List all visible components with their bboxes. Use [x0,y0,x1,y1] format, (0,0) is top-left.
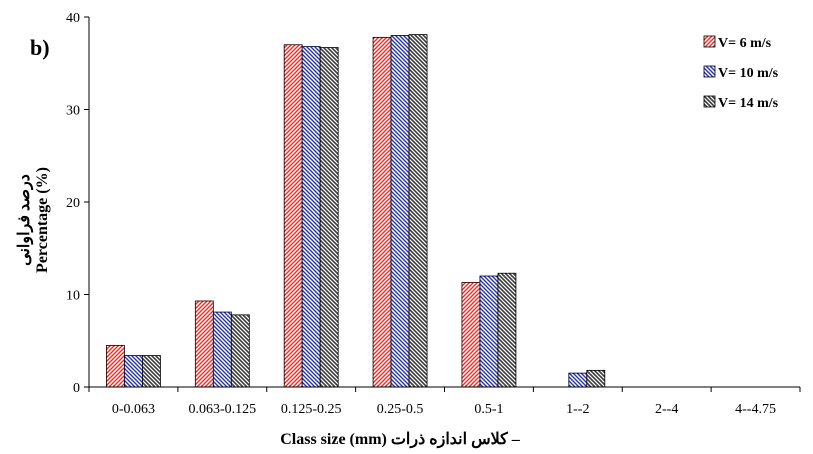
x-tick-label: 1--2 [566,402,589,417]
bar-v-6-m-s-3 [372,36,392,388]
legend-label: V= 10 m/s [718,66,779,81]
legend-swatch [703,65,716,78]
y-tick-label: 20 [66,196,80,211]
bar-v-10-m-s-5 [568,372,588,388]
x-tick-label: 0.063-0.125 [188,402,256,417]
legend: V= 6 m/s V= 10 m/s V= 14 m/s [703,35,779,111]
bar-v-14-m-s-3 [408,34,428,388]
bar-v-10-m-s-2 [301,46,321,388]
bar-v-10-m-s-4 [479,275,499,388]
bars-group [106,34,606,388]
bar-v-14-m-s-0 [142,355,161,388]
y-tick-label: 10 [66,289,80,304]
x-tick-label: 0-0.063 [112,402,155,417]
x-axis-label-english: Class size (mm) [280,431,387,448]
y-tick-label: 40 [66,11,80,26]
bar-v-10-m-s-3 [390,35,410,388]
y-tick-label: 0 [73,381,80,396]
bar-v-6-m-s-1 [194,300,214,388]
bar-v-6-m-s-0 [106,344,125,388]
x-axis-label-persian: کلاس اندازه ذرات – [391,431,521,449]
x-tick-label: 0.5-1 [474,402,503,417]
axes-group: 0 10 20 30 40 0-0.063 0.063-0.125 0.125-0.25 0.2… [66,11,801,417]
legend-label: V= 14 m/s [718,96,779,111]
x-tick-label: 2--4 [655,402,678,417]
y-axis-label: Percentage (%) [34,167,51,273]
legend-label: V= 6 m/s [718,36,772,51]
bar-v-10-m-s-1 [212,311,232,388]
x-axis-label: Class size (mm) کلاس اندازه ذرات – [280,431,521,449]
bar-v-6-m-s-2 [283,44,303,388]
x-tick-label: 0.25-0.5 [377,402,424,417]
bar-v-14-m-s-4 [497,272,517,388]
bar-v-14-m-s-1 [230,314,250,388]
y-tick-label: 30 [66,104,80,119]
bar-v-6-m-s-4 [461,282,481,388]
panel-label: b) [30,35,50,60]
bar-v-14-m-s-5 [586,369,606,388]
bar-v-10-m-s-0 [124,355,143,388]
x-tick-label: 4--4.75 [735,402,776,417]
y-axis-label-persian: درصد فراوانی [16,174,34,266]
x-tick-label: 0.125-0.25 [281,402,342,417]
bar-v-14-m-s-2 [319,47,339,388]
legend-swatch [703,35,716,48]
legend-swatch [703,95,716,108]
